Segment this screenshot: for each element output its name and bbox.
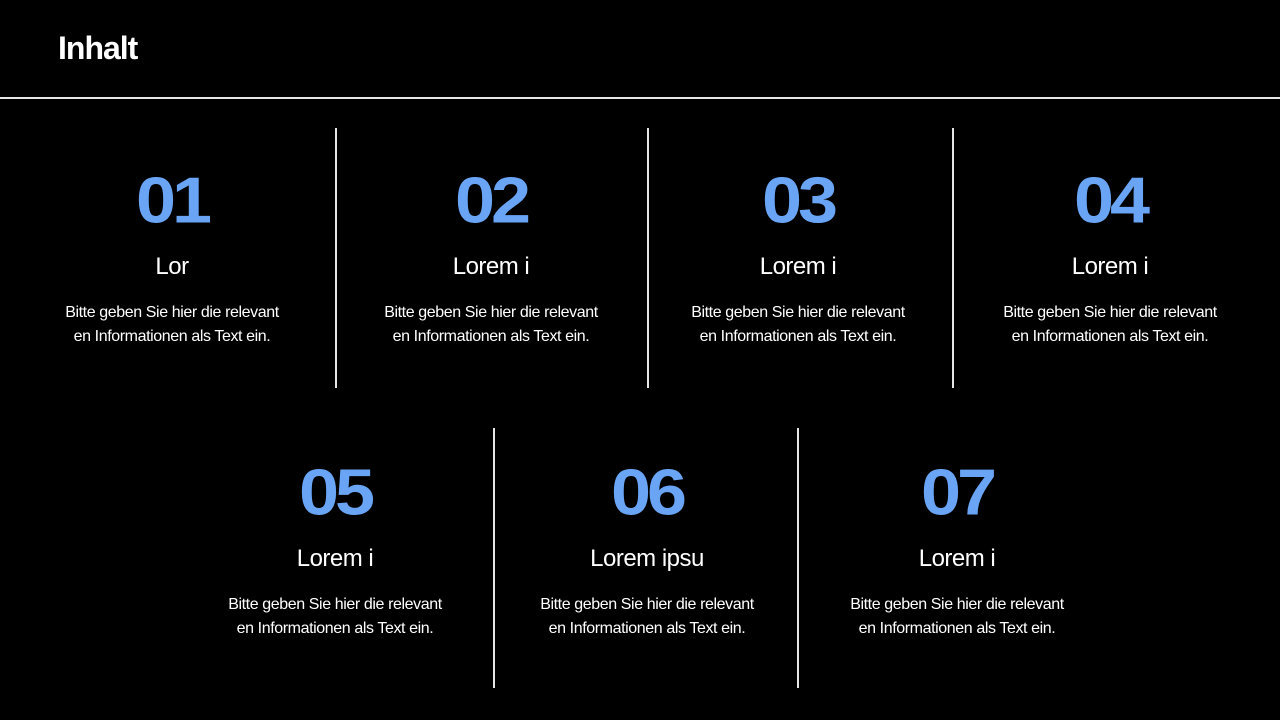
- item-number: 06: [610, 457, 687, 529]
- item-heading: Lorem i: [759, 253, 837, 280]
- column-divider: [335, 128, 337, 388]
- item-description: Bitte geben Sie hier die relevant en Info…: [691, 304, 905, 345]
- item-heading: Lorem i: [918, 545, 996, 572]
- column-divider: [797, 428, 799, 688]
- item-number: 02: [454, 165, 531, 237]
- item-description: Bitte geben Sie hier die relevant en Info…: [228, 596, 442, 637]
- item-number: 04: [1073, 165, 1150, 237]
- header-divider: [0, 97, 1280, 99]
- item-heading: Lorem i: [296, 545, 374, 572]
- item-description: Bitte geben Sie hier die relevant en Info…: [540, 596, 754, 637]
- content-item-03: 03 Lorem i Bitte geben Sie hier die rele…: [648, 165, 948, 349]
- item-heading: Lorem i: [1071, 253, 1149, 280]
- item-number: 01: [135, 165, 212, 237]
- item-heading: Lorem i: [452, 253, 530, 280]
- item-description: Bitte geben Sie hier die relevant en Info…: [1003, 304, 1217, 345]
- content-item-02: 02 Lorem i Bitte geben Sie hier die rele…: [341, 165, 641, 349]
- item-heading: Lor: [155, 253, 189, 280]
- item-description: Bitte geben Sie hier die relevant en Info…: [65, 304, 279, 345]
- item-description: Bitte geben Sie hier die relevant en Info…: [850, 596, 1064, 637]
- column-divider: [493, 428, 495, 688]
- content-item-05: 05 Lorem i Bitte geben Sie hier die rele…: [185, 457, 485, 641]
- column-divider: [952, 128, 954, 388]
- column-divider: [647, 128, 649, 388]
- page-title: Inhalt: [58, 30, 138, 66]
- item-description: Bitte geben Sie hier die relevant en Info…: [384, 304, 598, 345]
- item-heading: Lorem ipsu: [590, 545, 704, 572]
- item-number: 07: [920, 457, 997, 529]
- content-item-07: 07 Lorem i Bitte geben Sie hier die rele…: [807, 457, 1107, 641]
- item-number: 03: [761, 165, 838, 237]
- item-number: 05: [298, 457, 375, 529]
- content-item-06: 06 Lorem ipsu Bitte geben Sie hier die r…: [497, 457, 797, 641]
- content-item-04: 04 Lorem i Bitte geben Sie hier die rele…: [960, 165, 1260, 349]
- content-item-01: 01 Lor Bitte geben Sie hier die relevant…: [22, 165, 322, 349]
